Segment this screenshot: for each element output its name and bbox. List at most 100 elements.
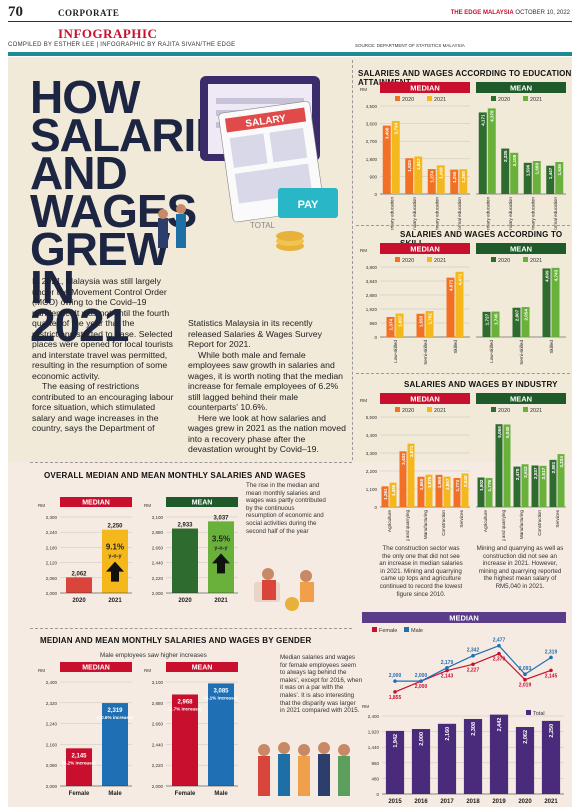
bar bbox=[482, 311, 491, 337]
female-point bbox=[549, 668, 553, 673]
bar-value-label: 1,968 bbox=[437, 476, 442, 488]
legend-label: 2020 bbox=[402, 97, 414, 103]
bar-value-label: 4,743 bbox=[553, 269, 558, 281]
headline-line: HOW bbox=[30, 71, 140, 123]
bar-value-label: 1,829 bbox=[407, 160, 412, 172]
bar-value-label: 2,319 bbox=[107, 708, 123, 714]
change-value: 9.1% bbox=[106, 543, 124, 552]
y-tick-label: 2,400 bbox=[368, 714, 380, 719]
bar bbox=[436, 165, 445, 194]
skill-chart: MEDIAN 2020 2021 RM 0 960 1,920 2,880 3,840 4,800… bbox=[360, 243, 566, 365]
y-tick-label: 3,100 bbox=[152, 515, 164, 520]
bar bbox=[477, 477, 485, 507]
bar-value-label: 2,968 bbox=[177, 699, 193, 705]
legend-swatch bbox=[395, 407, 400, 412]
y-tick-label: 5,500 bbox=[366, 415, 378, 420]
female-value-label: 1,855 bbox=[389, 695, 402, 701]
panel-header bbox=[476, 243, 566, 254]
y-tick-label: 2,000 bbox=[152, 784, 164, 789]
x-tick-label: 2020 bbox=[518, 799, 532, 805]
legend-swatch bbox=[427, 257, 432, 262]
bar-value-label: 1,850 bbox=[419, 478, 424, 490]
y-tick-label: 2,180 bbox=[46, 545, 58, 550]
y-tick-label: 2,440 bbox=[152, 561, 164, 566]
bar-value-label: 2,933 bbox=[177, 523, 193, 529]
bar bbox=[395, 313, 404, 337]
y-tick-label: 2,000 bbox=[46, 784, 58, 789]
x-tick-label: Low-skilled bbox=[393, 340, 398, 363]
bar bbox=[455, 271, 464, 337]
bar-value-label: 1,268 bbox=[461, 171, 466, 183]
divider bbox=[356, 373, 570, 374]
gender-chart-title: MEDIAN AND MEAN MONTHLY SALARIES AND WAG… bbox=[40, 636, 312, 645]
bar-value-label: 3,403 bbox=[401, 453, 406, 465]
bar bbox=[385, 730, 405, 794]
up-arrow-icon bbox=[106, 561, 124, 582]
industry-chart-title: SALARIES AND WAGES BY INDUSTRY bbox=[404, 380, 558, 389]
legend-swatch bbox=[404, 627, 409, 632]
y-tick-label: 3,600 bbox=[366, 122, 378, 127]
bar bbox=[446, 277, 455, 337]
crowd-illustration bbox=[258, 742, 350, 796]
legend-swatch bbox=[372, 627, 377, 632]
bar-value-label: 2,062 bbox=[523, 730, 529, 744]
y-tick-label: 0 bbox=[374, 335, 377, 340]
divider bbox=[30, 462, 352, 463]
bar-value-label: 1,374 bbox=[388, 319, 393, 331]
panel-header-text: MEAN bbox=[510, 245, 532, 254]
headline-line: AND WAGES bbox=[30, 147, 197, 237]
legend-swatch bbox=[523, 96, 528, 101]
x-tick-label: 2020 bbox=[72, 598, 86, 604]
bar bbox=[102, 703, 128, 786]
x-tick-label: Tertiary education bbox=[485, 197, 490, 230]
bar-annotation: (6.2% increase) bbox=[62, 760, 96, 765]
x-tick-label: Agriculture bbox=[483, 510, 488, 532]
change-value: 3.5% bbox=[212, 534, 230, 543]
legend-label: 2020 bbox=[498, 408, 510, 414]
bar-value-label: 1,250 bbox=[452, 171, 457, 183]
bar bbox=[513, 466, 521, 507]
y-tick-label: 1,440 bbox=[368, 745, 380, 750]
bar-annotation: (2.7% increase) bbox=[168, 706, 202, 711]
bar bbox=[512, 307, 521, 337]
legend-label: 2021 bbox=[434, 97, 446, 103]
x-tick-label: 2015 bbox=[388, 799, 402, 805]
legend-label: 2021 bbox=[530, 408, 542, 414]
x-tick-label: Manufacturing bbox=[423, 510, 428, 540]
bar bbox=[487, 108, 496, 194]
legend-label: Male bbox=[411, 628, 423, 634]
y-tick-label: 2,660 bbox=[152, 545, 164, 550]
bar-value-label: 1,636 bbox=[557, 164, 562, 176]
male-point bbox=[445, 666, 449, 670]
panel-header-text: MEDIAN bbox=[82, 500, 110, 507]
male-value-label: 2,093 bbox=[519, 666, 532, 672]
bar-value-label: 1,942 bbox=[393, 734, 399, 748]
bar-value-label: 4,071 bbox=[448, 279, 453, 291]
divider bbox=[30, 628, 352, 629]
y-tick-label: 2,120 bbox=[46, 561, 58, 566]
y-tick-label: 2,320 bbox=[46, 701, 58, 706]
intro-col-1: In 2021, Malaysia was still largely unde… bbox=[32, 276, 178, 434]
bar bbox=[531, 465, 539, 507]
bar-value-label: 2,007 bbox=[514, 309, 519, 321]
publication: THE EDGE MALAYSIA OCTOBER 10, 2022 bbox=[450, 10, 570, 16]
bar bbox=[102, 529, 128, 593]
bar bbox=[557, 454, 565, 507]
panel-header-text: MEAN bbox=[192, 500, 213, 507]
bar bbox=[501, 148, 510, 194]
legend-label: 2021 bbox=[530, 258, 542, 264]
bar-annotation: (4.1% increase) bbox=[204, 695, 238, 700]
female-point bbox=[445, 668, 449, 673]
legend-swatch bbox=[523, 257, 528, 262]
x-tick-label: Skilled bbox=[453, 340, 458, 354]
bar bbox=[437, 723, 457, 794]
x-tick-label: 2017 bbox=[440, 799, 454, 805]
overall-median-chart: MEDIAN RM 2,000 2,060 2,120 2,180 2,240 2,300 2,… bbox=[38, 497, 132, 604]
male-value-label: 2,477 bbox=[493, 638, 506, 644]
bar-value-label: 4,699 bbox=[544, 270, 549, 282]
source-line: SOURCE: DEPARTMENT OF STATISTICS MALAYSI… bbox=[355, 43, 465, 48]
bar bbox=[489, 714, 509, 794]
male-point bbox=[393, 679, 397, 683]
bar bbox=[416, 313, 425, 337]
